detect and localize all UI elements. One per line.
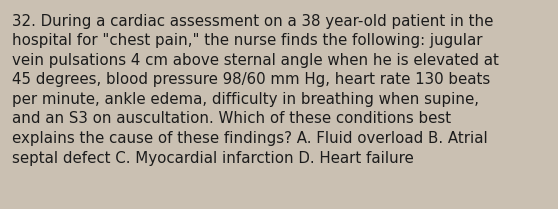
Text: 32. During a cardiac assessment on a 38 year-old patient in the
hospital for "ch: 32. During a cardiac assessment on a 38 … bbox=[12, 14, 499, 166]
